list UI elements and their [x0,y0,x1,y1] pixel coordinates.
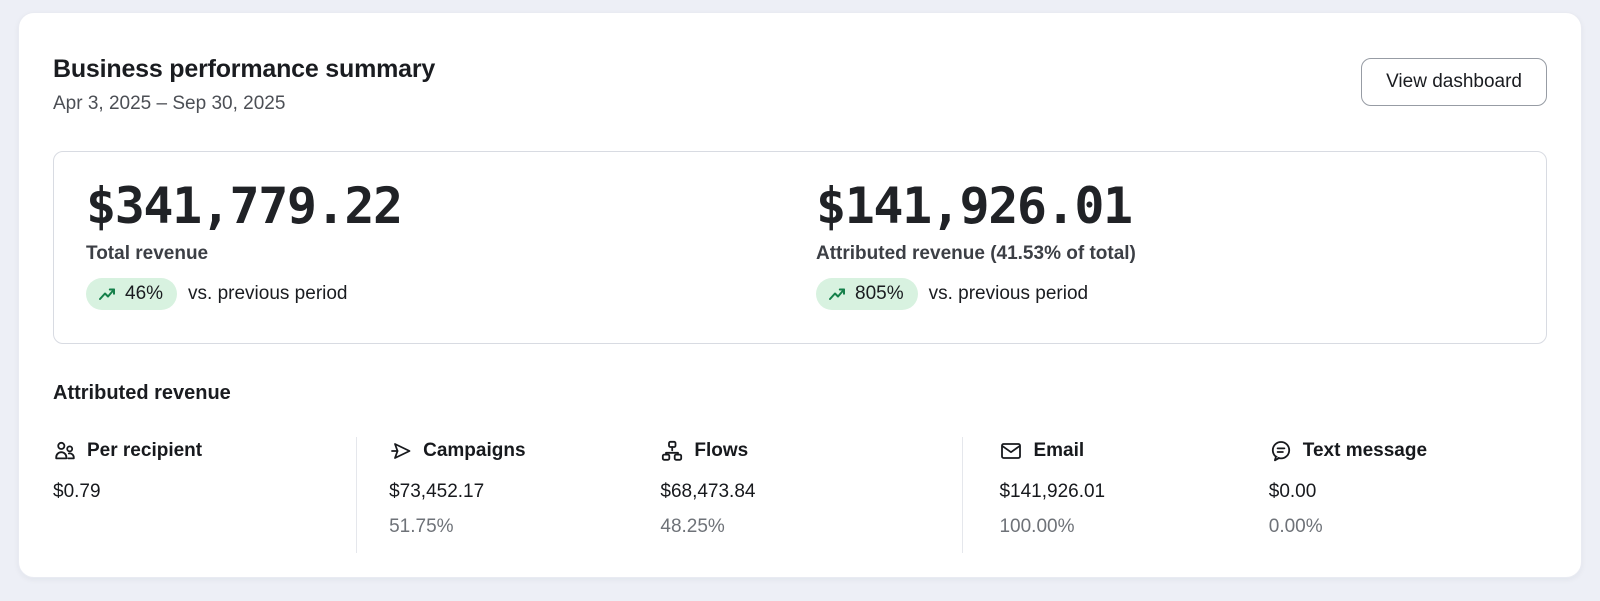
column-header: Flows [660,439,962,463]
column-percent: 51.75% [389,516,454,537]
vertical-divider [962,437,964,553]
change-suffix: vs. previous period [188,283,348,304]
total-revenue-change: 46% vs. previous period [86,278,816,310]
send-icon [391,443,411,459]
heading-block: Business performance summary Apr 3, 2025… [53,55,435,115]
change-badge: 805% [816,278,918,310]
change-percent: 805% [855,283,904,304]
column-header: Text message [1269,439,1547,463]
trend-up-icon [829,288,845,300]
column-flows: Flows $68,473.84 48.25% [660,439,962,553]
column-percent: 0.00% [1268,516,1323,537]
column-label: Email [1033,440,1085,461]
attributed-revenue-heading: Attributed revenue [53,382,231,404]
chat-icon [1271,441,1290,462]
column-header: Campaigns [389,439,660,463]
column-label: Text message [1302,440,1428,461]
total-revenue-label: Total revenue [86,243,209,264]
column-value: $0.79 [53,481,101,502]
flow-icon [662,440,683,461]
card-header: Business performance summary Apr 3, 2025… [53,55,1547,115]
view-dashboard-button[interactable]: View dashboard [1361,58,1547,106]
column-label: Flows [694,440,749,461]
change-badge: 46% [86,278,178,310]
column-percent [53,516,356,538]
vertical-divider [356,437,358,553]
column-per-recipient: Per recipient $0.79 [53,439,356,553]
change-suffix: vs. previous period [928,283,1089,304]
column-value: $0.00 [1268,481,1317,502]
change-percent: 46% [125,283,164,304]
column-value: $141,926.01 [999,481,1106,502]
attribution-columns: Per recipient $0.79 Campaigns $73,452.17… [53,437,1547,553]
column-header: Per recipient [53,439,356,463]
column-label: Per recipient [87,440,203,461]
trend-up-icon [99,288,115,300]
column-header: Email [999,439,1268,463]
attributed-revenue-label: Attributed revenue (41.53% of total) [816,243,1136,264]
total-revenue-value: $341,779.22 [86,177,403,235]
column-value: $68,473.84 [660,481,756,502]
column-text-message: Text message $0.00 0.00% [1269,439,1547,553]
metrics-box: $341,779.22 Total revenue 46% vs. previo… [53,151,1547,344]
attributed-revenue-value: $141,926.01 [816,177,1133,235]
email-icon [1001,443,1022,459]
column-percent: 100.00% [999,516,1075,537]
people-icon [55,441,75,460]
summary-card: Business performance summary Apr 3, 2025… [18,12,1582,578]
column-percent: 48.25% [660,516,725,537]
column-campaigns: Campaigns $73,452.17 51.75% [357,439,660,553]
attributed-revenue-change: 805% vs. previous period [816,278,1546,310]
column-email: Email $141,926.01 100.00% [963,439,1268,553]
metric-total-revenue: $341,779.22 Total revenue 46% vs. previo… [86,179,816,343]
metric-attributed-revenue: $141,926.01 Attributed revenue (41.53% o… [816,179,1546,343]
page-title: Business performance summary [53,55,436,83]
date-range: Apr 3, 2025 – Sep 30, 2025 [53,93,286,114]
column-label: Campaigns [423,440,526,461]
column-value: $73,452.17 [389,481,485,502]
